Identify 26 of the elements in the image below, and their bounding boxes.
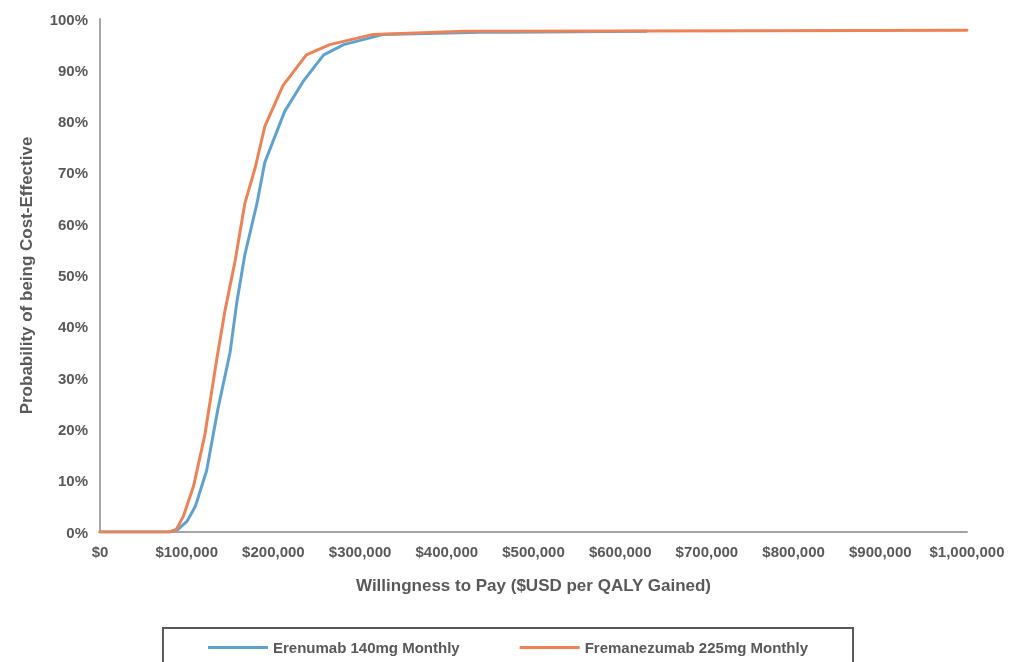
x-tick-label: $500,000: [502, 543, 565, 560]
y-tick-label: 90%: [57, 61, 88, 79]
legend-label: Fremanezumab 225mg Monthly: [584, 639, 809, 656]
x-tick-label: $0: [91, 543, 109, 560]
y-tick-label: 30%: [57, 369, 88, 387]
y-tick-label: 100%: [49, 10, 88, 28]
x-tick-label: $400,000: [415, 543, 479, 560]
x-tick-label: $200,000: [242, 543, 305, 560]
y-tick-label: 20%: [57, 420, 88, 438]
x-tick-label: $600,000: [588, 543, 652, 560]
y-tick-label: 50%: [57, 267, 88, 284]
y-tick-label: 0%: [66, 523, 88, 541]
y-tick-label: 80%: [57, 113, 88, 131]
x-tick-label: $700,000: [675, 543, 739, 560]
y-tick-label: 70%: [57, 164, 88, 182]
x-tick-label: $100,000: [155, 543, 218, 560]
y-axis-title: Probability of being Cost-Effective: [17, 136, 36, 415]
y-tick-label: 60%: [57, 215, 88, 233]
legend-label: Erenumab 140mg Monthly: [272, 639, 461, 656]
x-tick-label: $800,000: [762, 543, 825, 560]
x-tick-label: $900,000: [849, 543, 912, 560]
x-axis-title: Willingness to Pay ($USD per QALY Gained): [355, 576, 712, 595]
x-tick-label: $300,000: [328, 543, 392, 560]
y-tick-label: 10%: [57, 472, 88, 490]
x-tick-label: $1,000,000: [929, 543, 1005, 560]
y-tick-label: 40%: [57, 318, 88, 336]
